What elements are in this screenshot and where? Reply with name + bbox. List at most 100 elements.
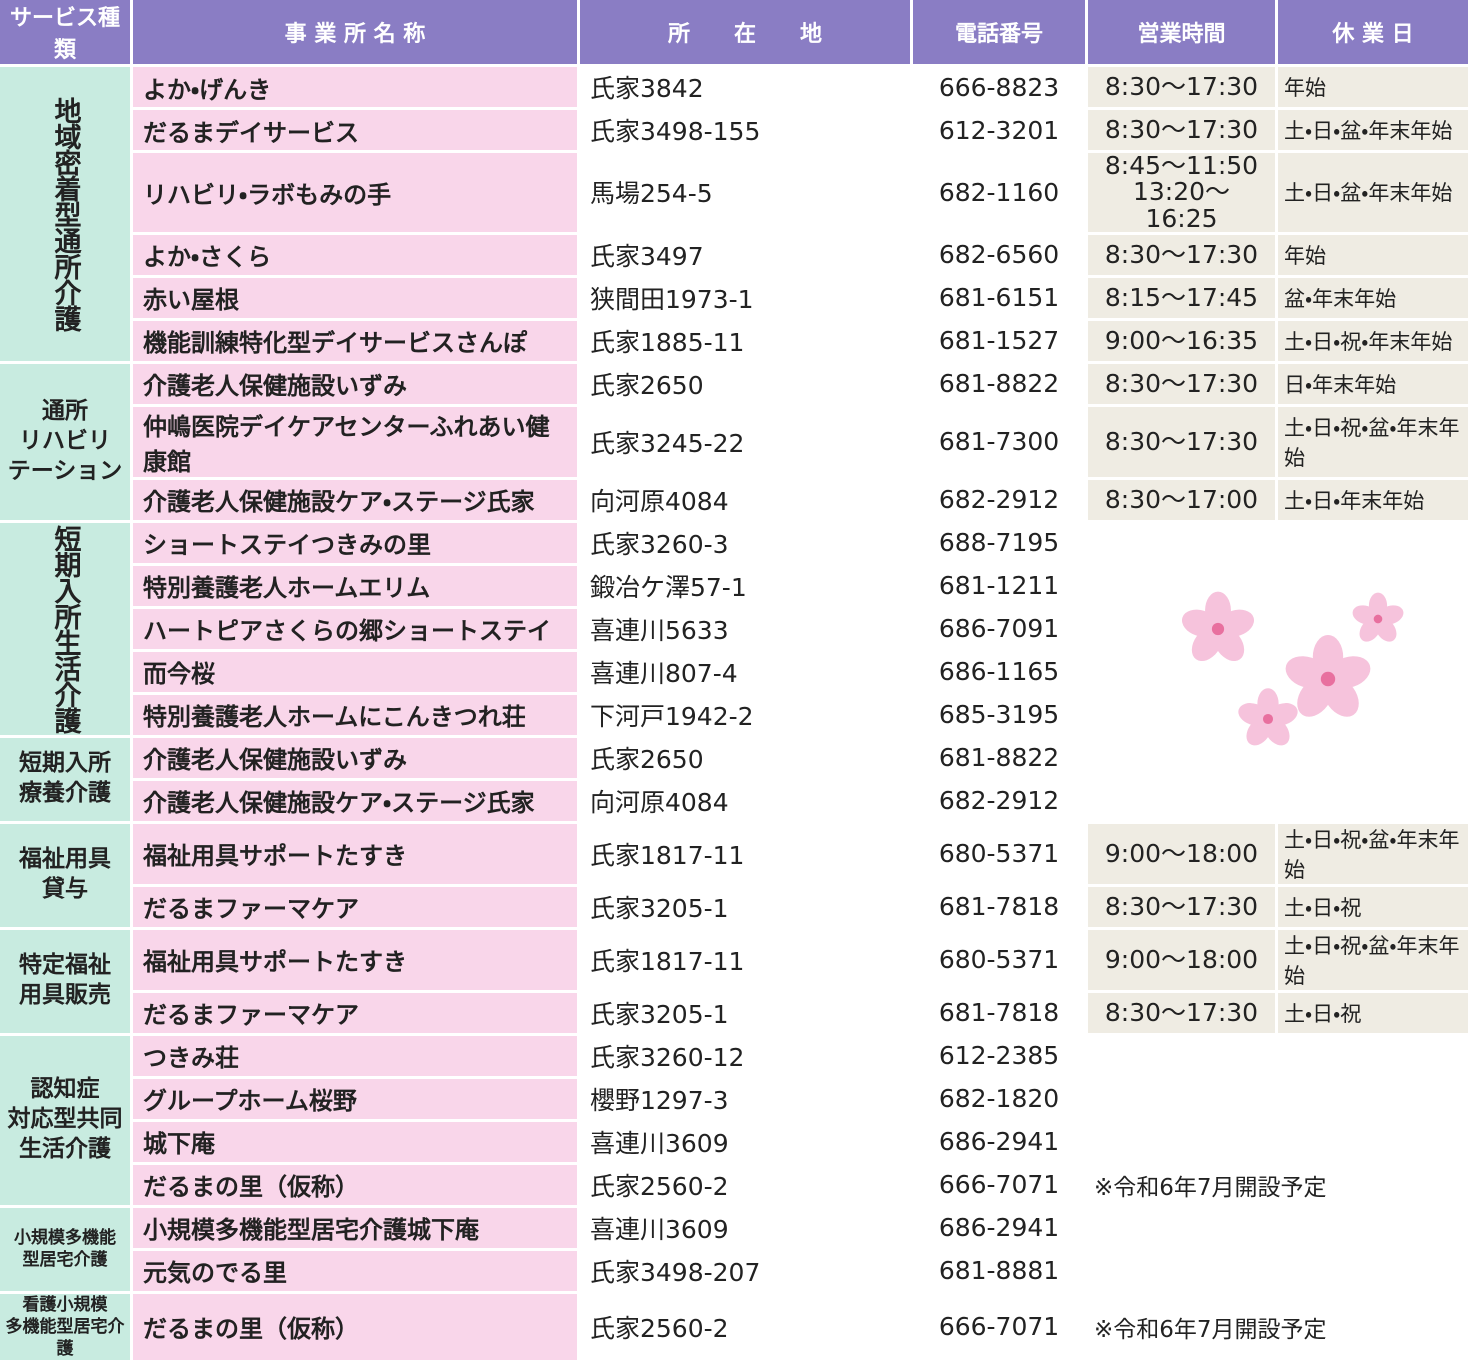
table-row: 認知症 対応型共同 生活介護 つきみ荘 氏家3260-12 612-2385	[0, 1035, 1468, 1205]
office-name: 福祉用具サポートたすき	[133, 823, 577, 884]
holidays: 土・日・祝・年末年始	[1278, 320, 1468, 361]
holidays: 土・日・祝	[1278, 886, 1468, 927]
table-row: 短期入所 療養介護 介護老人保健施設いずみ 氏家2650 681-8822	[0, 737, 1468, 821]
office-name: よか・げんき	[133, 67, 577, 107]
note: ※令和6年7月開設予定	[1088, 1293, 1468, 1361]
phone: 666-8823	[913, 67, 1085, 107]
office-name: 而今桜	[133, 651, 577, 692]
table-row: よか・さくら 氏家3497 682-6560 8:30〜17:30 年始	[0, 234, 1468, 275]
phone: 681-8822	[913, 363, 1085, 404]
table-row: 仲嶋医院デイケアセンターふれあい健康館 氏家3245-22 681-7300 8:30…	[0, 406, 1468, 477]
office-name: 介護老人保健施設いずみ	[133, 363, 577, 404]
phone: 681-1211	[913, 565, 1085, 606]
holidays: 土・日・祝	[1278, 992, 1468, 1033]
table-row: 介護老人保健施設ケア・ステージ氏家 向河原4084 682-2912 8:30〜17:…	[0, 479, 1468, 520]
service-type: 看護小規模 多機能型居宅介護	[0, 1293, 130, 1361]
phone: 686-1165	[913, 651, 1085, 692]
office-name: 福祉用具サポートたすき	[133, 929, 577, 990]
table-row: 特別養護老人ホームエリム 鍛冶ケ澤57-1 681-1211	[0, 565, 1468, 606]
phone: 685-3195	[913, 694, 1085, 735]
phone: 681-1527	[913, 320, 1085, 361]
office-name: だるまファーマケア	[133, 992, 577, 1033]
address: 氏家1885-11	[580, 320, 910, 361]
office-name: 城下庵	[133, 1121, 577, 1162]
address: 氏家3497	[580, 234, 910, 275]
holidays: 土・日・盆・年末年始	[1278, 110, 1468, 150]
office-name: 小規模多機能型居宅介護城下庵	[133, 1207, 577, 1248]
phone: 681-8822	[913, 737, 1085, 778]
office-name: グループホーム桜野	[133, 1078, 577, 1119]
office-name: だるまの里（仮称）	[133, 1293, 577, 1361]
holidays: 土・日・年末年始	[1278, 479, 1468, 520]
table-row: 城下庵 喜連川3609 686-2941	[0, 1121, 1468, 1162]
service-type: 特定福祉 用具販売	[0, 929, 130, 1033]
address: 喜連川3609	[580, 1121, 910, 1162]
office-name: だるまデイサービス	[133, 110, 577, 150]
phone: 686-2941	[913, 1121, 1085, 1162]
header-cell: 電話番号	[913, 0, 1085, 64]
phone: 681-7300	[913, 406, 1085, 477]
address: 向河原4084	[580, 479, 910, 520]
table-row: 介護老人保健施設ケア・ステージ氏家 向河原4084 682-2912	[0, 780, 1468, 821]
table-row: 地域密着型通所介護 よか・げんき 氏家3842 666-8823 8:30〜17:30 年…	[0, 67, 1468, 361]
hours: 8:30〜17:30	[1088, 110, 1275, 150]
address: 喜連川807-4	[580, 651, 910, 692]
table-row: だるまファーマケア 氏家3205-1 681-7818 8:30〜17:30 土・日・祝	[0, 886, 1468, 927]
address: 氏家1817-11	[580, 823, 910, 884]
holidays: 土・日・祝・盆・年末年始	[1278, 406, 1468, 477]
address: 氏家2650	[580, 737, 910, 778]
hours: 8:30〜17:30	[1088, 886, 1275, 927]
phone: 612-2385	[913, 1035, 1085, 1076]
holidays: 土・日・祝・盆・年末年始	[1278, 823, 1468, 884]
service-type: 通所 リハビリ テーション	[0, 363, 130, 520]
office-name: 元気のでる里	[133, 1250, 577, 1291]
office-name: 機能訓練特化型デイサービスさんぽ	[133, 320, 577, 361]
office-name: だるまの里（仮称）	[133, 1164, 577, 1205]
phone: 688-7195	[913, 522, 1085, 563]
hours: 8:30〜17:30	[1088, 406, 1275, 477]
office-name: よか・さくら	[133, 234, 577, 275]
phone: 680-5371	[913, 929, 1085, 990]
hours: 8:30〜17:00	[1088, 479, 1275, 520]
office-name: 介護老人保健施設ケア・ステージ氏家	[133, 479, 577, 520]
table-row: 福祉用具 貸与 福祉用具サポートたすき 氏家1817-11 680-5371 9:00〜…	[0, 823, 1468, 927]
address: 狭間田1973-1	[580, 277, 910, 318]
phone: 681-7818	[913, 886, 1085, 927]
address: 氏家3245-22	[580, 406, 910, 477]
phone: 686-7091	[913, 608, 1085, 649]
address: 鍛冶ケ澤57-1	[580, 565, 910, 606]
note: ※令和6年7月開設予定	[1088, 1164, 1468, 1205]
office-name: ハートピアさくらの郷ショートステイ	[133, 608, 577, 649]
flower-decoration	[1181, 591, 1404, 746]
phone: 612-3201	[913, 110, 1085, 150]
blank-area	[1088, 522, 1468, 821]
phone: 686-2941	[913, 1207, 1085, 1248]
office-name: 介護老人保健施設ケア・ステージ氏家	[133, 780, 577, 821]
phone: 680-5371	[913, 823, 1085, 884]
hours: 8:15〜17:45	[1088, 277, 1275, 318]
address: 向河原4084	[580, 780, 910, 821]
hours: 8:30〜17:30	[1088, 67, 1275, 107]
table-row: 小規模多機能 型居宅介護 小規模多機能型居宅介護城下庵 喜連川3609 686-294…	[0, 1207, 1468, 1291]
header-cell: 営業時間	[1088, 0, 1275, 64]
table-row: 看護小規模 多機能型居宅介護 だるまの里（仮称） 氏家2560-2 666-7071 ※…	[0, 1293, 1468, 1361]
address: 喜連川3609	[580, 1207, 910, 1248]
table-row: 特定福祉 用具販売 福祉用具サポートたすき 氏家1817-11 680-5371 9:0…	[0, 929, 1468, 1033]
address: 氏家3498-207	[580, 1250, 910, 1291]
office-name: 仲嶋医院デイケアセンターふれあい健康館	[133, 406, 577, 477]
service-type: 認知症 対応型共同 生活介護	[0, 1035, 130, 1205]
address: 氏家3842	[580, 67, 910, 107]
office-name: つきみ荘	[133, 1035, 577, 1076]
phone: 681-7818	[913, 992, 1085, 1033]
table-row: だるまデイサービス 氏家3498-155 612-3201 8:30〜17:30 土・日…	[0, 110, 1468, 150]
holidays: 年始	[1278, 67, 1468, 107]
office-name: 特別養護老人ホームにこんきつれ荘	[133, 694, 577, 735]
phone: 682-6560	[913, 234, 1085, 275]
header-cell: サービス種類	[0, 0, 130, 64]
service-type: 小規模多機能 型居宅介護	[0, 1207, 130, 1291]
holidays: 土・日・盆・年末年始	[1278, 153, 1468, 232]
hours: 8:30〜17:30	[1088, 363, 1275, 404]
service-type: 短期入所生活介護	[0, 522, 130, 735]
hours: 9:00〜16:35	[1088, 320, 1275, 361]
